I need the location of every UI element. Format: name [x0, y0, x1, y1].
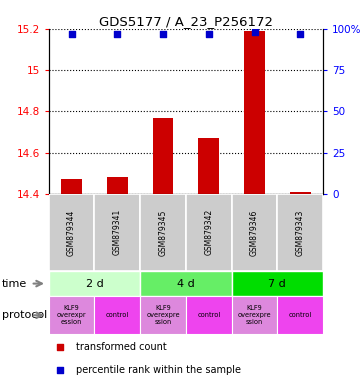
Bar	[232, 296, 277, 334]
Text: KLF9
overexpre
ssion: KLF9 overexpre ssion	[238, 305, 271, 325]
Bar	[107, 177, 128, 194]
Point	[206, 31, 212, 37]
Text: GSM879346: GSM879346	[250, 209, 259, 255]
Bar	[186, 296, 232, 334]
Text: control: control	[197, 312, 221, 318]
Point	[297, 31, 303, 37]
Text: percentile rank within the sample: percentile rank within the sample	[76, 365, 241, 375]
Text: 7 d: 7 d	[269, 278, 286, 289]
Point	[69, 31, 74, 37]
Bar	[61, 179, 82, 194]
Text: KLF9
overexpre
ssion: KLF9 overexpre ssion	[146, 305, 180, 325]
Point	[160, 31, 166, 37]
Point	[57, 344, 62, 350]
Text: control: control	[288, 312, 312, 318]
Point	[57, 367, 62, 373]
Bar	[140, 194, 186, 271]
Text: GSM879341: GSM879341	[113, 209, 122, 255]
Text: time: time	[2, 278, 27, 289]
Bar	[49, 296, 95, 334]
Text: protocol: protocol	[2, 310, 47, 320]
Bar	[140, 296, 186, 334]
Point	[252, 29, 257, 35]
Bar	[153, 118, 173, 194]
Bar	[244, 31, 265, 194]
Text: control: control	[106, 312, 129, 318]
Point	[114, 31, 120, 37]
Text: 2 d: 2 d	[86, 278, 103, 289]
Bar	[49, 194, 95, 271]
Text: 4 d: 4 d	[177, 278, 195, 289]
Text: GSM879342: GSM879342	[204, 209, 213, 255]
Bar	[199, 138, 219, 194]
Bar	[232, 194, 277, 271]
Text: KLF9
overexpr
ession: KLF9 overexpr ession	[57, 305, 86, 325]
Bar	[186, 194, 232, 271]
Bar	[95, 194, 140, 271]
Text: GSM879343: GSM879343	[296, 209, 305, 255]
Text: transformed count: transformed count	[76, 342, 167, 352]
Bar	[49, 271, 140, 296]
Text: GSM879345: GSM879345	[158, 209, 168, 255]
Bar	[277, 194, 323, 271]
Bar	[290, 192, 310, 194]
Title: GDS5177 / A_23_P256172: GDS5177 / A_23_P256172	[99, 15, 273, 28]
Bar	[277, 296, 323, 334]
Text: GSM879344: GSM879344	[67, 209, 76, 255]
Bar	[232, 271, 323, 296]
Bar	[140, 271, 232, 296]
Bar	[95, 296, 140, 334]
